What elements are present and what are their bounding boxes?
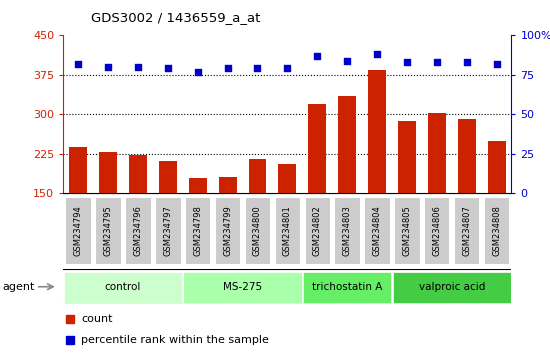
- Text: trichostatin A: trichostatin A: [312, 282, 382, 292]
- Text: GDS3002 / 1436559_a_at: GDS3002 / 1436559_a_at: [91, 11, 260, 24]
- Bar: [368, 69, 386, 272]
- Point: [223, 65, 232, 71]
- Bar: [338, 96, 356, 272]
- FancyBboxPatch shape: [424, 198, 449, 264]
- Bar: [458, 119, 476, 272]
- Point: [343, 58, 351, 63]
- Bar: [278, 164, 296, 272]
- FancyBboxPatch shape: [64, 272, 182, 303]
- FancyBboxPatch shape: [303, 272, 392, 303]
- Text: GSM234796: GSM234796: [134, 206, 142, 256]
- Bar: [428, 113, 446, 272]
- Bar: [189, 178, 207, 272]
- FancyBboxPatch shape: [393, 272, 511, 303]
- Point: [283, 65, 292, 71]
- FancyBboxPatch shape: [394, 198, 420, 264]
- Text: GSM234802: GSM234802: [313, 206, 322, 256]
- Bar: [488, 142, 505, 272]
- Point: [403, 59, 411, 65]
- FancyBboxPatch shape: [484, 198, 509, 264]
- Bar: [99, 152, 117, 272]
- Text: GSM234797: GSM234797: [163, 206, 172, 256]
- Text: MS-275: MS-275: [223, 282, 262, 292]
- FancyBboxPatch shape: [185, 198, 211, 264]
- Bar: [249, 159, 266, 272]
- Text: GSM234801: GSM234801: [283, 206, 292, 256]
- Point: [492, 61, 501, 67]
- Text: GSM234807: GSM234807: [462, 206, 471, 256]
- Point: [163, 65, 172, 71]
- Text: GSM234799: GSM234799: [223, 206, 232, 256]
- FancyBboxPatch shape: [364, 198, 390, 264]
- Bar: [309, 104, 326, 272]
- Text: GSM234795: GSM234795: [103, 206, 113, 256]
- Text: valproic acid: valproic acid: [419, 282, 485, 292]
- Bar: [398, 121, 416, 272]
- FancyBboxPatch shape: [125, 198, 151, 264]
- FancyBboxPatch shape: [454, 198, 480, 264]
- Point: [373, 51, 382, 57]
- FancyBboxPatch shape: [305, 198, 330, 264]
- Point: [74, 61, 82, 67]
- Point: [462, 59, 471, 65]
- Bar: [69, 147, 87, 272]
- FancyBboxPatch shape: [245, 198, 270, 264]
- Point: [193, 69, 202, 74]
- Point: [253, 65, 262, 71]
- Text: control: control: [105, 282, 141, 292]
- FancyBboxPatch shape: [334, 198, 360, 264]
- Text: GSM234800: GSM234800: [253, 206, 262, 256]
- FancyBboxPatch shape: [215, 198, 240, 264]
- Point: [103, 64, 112, 70]
- Text: GSM234805: GSM234805: [403, 206, 411, 256]
- Text: GSM234808: GSM234808: [492, 206, 501, 256]
- Bar: [219, 177, 236, 272]
- FancyBboxPatch shape: [183, 272, 302, 303]
- Text: GSM234806: GSM234806: [432, 206, 441, 256]
- Text: GSM234798: GSM234798: [193, 206, 202, 256]
- Point: [134, 64, 142, 70]
- Point: [313, 53, 322, 59]
- Text: GSM234794: GSM234794: [74, 206, 82, 256]
- Text: GSM234804: GSM234804: [372, 206, 382, 256]
- FancyBboxPatch shape: [274, 198, 300, 264]
- Text: agent: agent: [3, 282, 35, 292]
- Bar: [159, 161, 177, 272]
- Text: GSM234803: GSM234803: [343, 206, 351, 256]
- Text: percentile rank within the sample: percentile rank within the sample: [81, 335, 269, 345]
- Point: [432, 59, 441, 65]
- Text: count: count: [81, 314, 113, 324]
- FancyBboxPatch shape: [95, 198, 121, 264]
- Bar: [129, 155, 147, 272]
- FancyBboxPatch shape: [155, 198, 180, 264]
- FancyBboxPatch shape: [65, 198, 91, 264]
